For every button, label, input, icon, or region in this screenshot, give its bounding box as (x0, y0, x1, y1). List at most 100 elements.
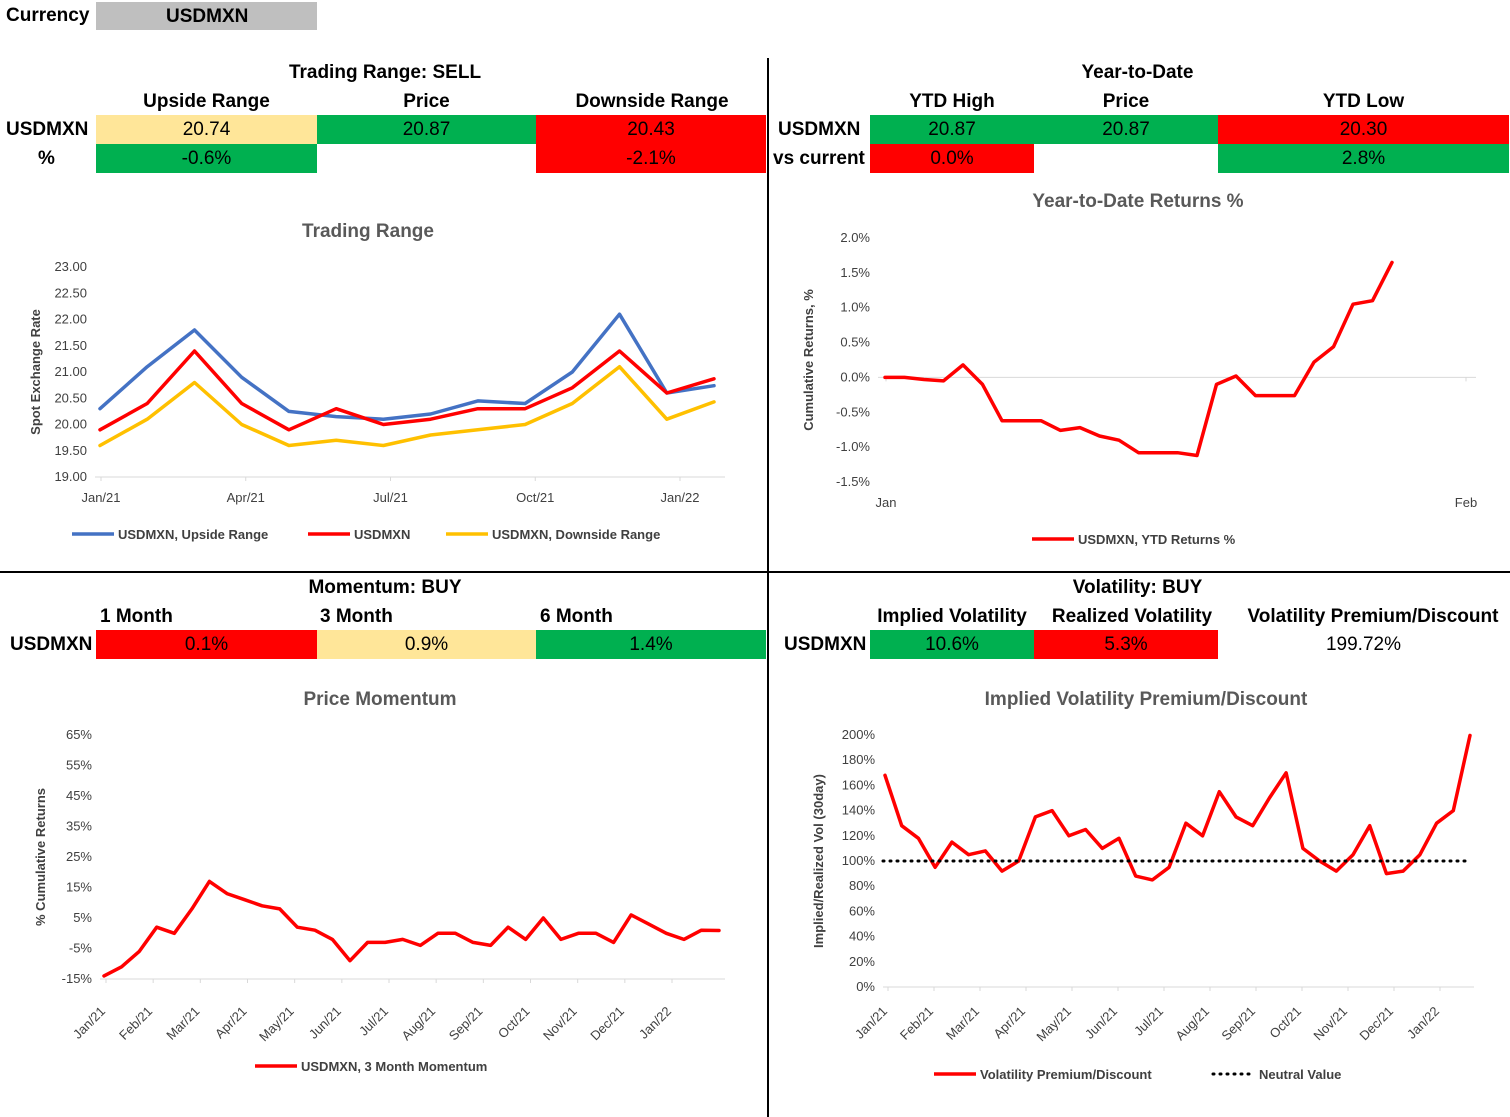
y-tick-label: 55% (66, 758, 92, 773)
y-tick-label: 25% (66, 849, 92, 864)
momentum-title: Momentum: BUY (308, 577, 462, 598)
ytd-title: Year-to-Date (1081, 62, 1194, 83)
series-line-0 (883, 260, 1394, 458)
x-tick-label: Jul/21 (356, 1004, 391, 1039)
volatility-header-implied: Implied Volatility (877, 606, 1027, 627)
x-tick-label: Jan/21 (70, 1004, 108, 1042)
legend-label: USDMXN, Upside Range (118, 527, 268, 542)
y-tick-label: -15% (62, 971, 93, 986)
x-tick-label: Jul/21 (373, 490, 408, 505)
x-tick-label: Jan/22 (636, 1004, 674, 1042)
x-tick-label: Sep/21 (1218, 1004, 1258, 1044)
y-tick-label: 60% (849, 903, 875, 918)
y-axis-label: Cumulative Returns, % (801, 289, 816, 431)
y-tick-label: 140% (842, 803, 876, 818)
y-tick-label: 1.0% (840, 300, 870, 315)
y-tick-label: 20.50 (54, 390, 87, 405)
legend-label: Volatility Premium/Discount (980, 1067, 1152, 1082)
trading-price-value: 20.87 (317, 115, 536, 144)
ytd-header-price: Price (1102, 91, 1150, 112)
momentum-header-6m: 6 Month (540, 606, 613, 627)
x-tick-label: Feb/21 (897, 1004, 936, 1043)
x-tick-label: Jul/21 (1131, 1004, 1166, 1039)
momentum-3m-value: 0.9% (317, 630, 536, 659)
x-tick-label: Jan/22 (660, 490, 699, 505)
trading-downside-pct: -2.1% (536, 144, 766, 173)
trading-range-chart: Trading Range 19.00 19.50 20.00 20.50 21.00 21… (28, 221, 725, 542)
y-tick-label: 80% (849, 878, 875, 893)
series-line-0 (98, 312, 716, 421)
y-axis-label: Spot Exchange Rate (28, 309, 43, 435)
x-tick-label: Aug/21 (1172, 1004, 1212, 1044)
y-tick-label: -1.0% (836, 439, 870, 454)
x-tick-label: Feb (1455, 495, 1477, 510)
y-tick-label: 22.50 (54, 285, 87, 300)
x-tick-label: Dec/21 (1356, 1004, 1396, 1044)
y-tick-label: 1.5% (840, 265, 870, 280)
trading-header-downside: Downside Range (575, 91, 729, 112)
price-momentum-chart: Price Momentum -15% -5% 5% 15% 25% 35% 45% 55% 65… (33, 689, 725, 1074)
x-tick-label: May/21 (1033, 1004, 1074, 1045)
x-tick-label: Jun/21 (1082, 1004, 1120, 1042)
series-line-1 (98, 349, 716, 432)
y-tick-label: 22.00 (54, 312, 87, 327)
legend-label: USDMXN, YTD Returns % (1078, 532, 1236, 547)
momentum-header-3m: 3 Month (320, 606, 393, 627)
x-tick-label: Jan/21 (852, 1004, 890, 1042)
volatility-realized-value: 5.3% (1034, 630, 1218, 659)
x-tick-label: Nov/21 (1310, 1004, 1350, 1044)
ytd-header-low: YTD Low (1322, 91, 1405, 112)
volatility-implied-value: 10.6% (870, 630, 1034, 659)
chart-title: Year-to-Date Returns % (1032, 191, 1243, 212)
momentum-header-1m: 1 Month (100, 606, 173, 627)
y-tick-label: 65% (66, 727, 92, 742)
series-line-0 (883, 733, 1472, 882)
momentum-6m-value: 1.4% (536, 630, 766, 659)
x-tick-label: Dec/21 (587, 1004, 627, 1044)
x-tick-label: Jan/21 (81, 490, 120, 505)
y-tick-label: 5% (73, 910, 92, 925)
y-tick-label: 19.50 (54, 443, 87, 458)
x-tick-label: Oct/21 (495, 1004, 533, 1042)
chart-title: Implied Volatility Premium/Discount (985, 689, 1308, 710)
y-tick-label: 35% (66, 819, 92, 834)
y-tick-label: 15% (66, 880, 92, 895)
x-tick-label: Nov/21 (540, 1004, 580, 1044)
chart-title: Price Momentum (303, 689, 456, 710)
x-tick-label: Apr/21 (212, 1004, 250, 1042)
x-tick-label: Apr/21 (227, 490, 265, 505)
y-tick-label: 21.50 (54, 338, 87, 353)
x-tick-label: Jan/22 (1404, 1004, 1442, 1042)
volatility-row1-label: USDMXN (784, 634, 867, 655)
x-tick-label: Mar/21 (163, 1004, 202, 1043)
ytd-high-pct: 0.0% (870, 144, 1034, 173)
series-line-2 (98, 364, 716, 448)
x-tick-label: Sep/21 (446, 1004, 486, 1044)
x-tick-label: Jun/21 (306, 1004, 344, 1042)
ytd-row1-label: USDMXN (778, 119, 861, 140)
trading-upside-value: 20.74 (96, 115, 317, 144)
momentum-row1-label: USDMXN (10, 634, 93, 655)
trading-title: Trading Range: SELL (288, 62, 482, 83)
x-tick-label: Aug/21 (399, 1004, 439, 1044)
ytd-low-value: 20.30 (1218, 115, 1509, 144)
horizontal-divider (0, 571, 1510, 573)
y-axis-label: Implied/Realized Vol (30day) (811, 774, 826, 948)
trading-upside-pct: -0.6% (96, 144, 317, 173)
ytd-low-pct: 2.8% (1218, 144, 1509, 173)
y-tick-label: 19.00 (54, 469, 87, 484)
trading-header-price: Price (403, 91, 450, 112)
y-tick-label: 21.00 (54, 364, 87, 379)
y-tick-label: 2.0% (840, 230, 870, 245)
vertical-divider (767, 58, 769, 1117)
y-tick-label: 20.00 (54, 417, 87, 432)
volatility-premium-value: 199.72% (1325, 634, 1401, 655)
trading-price-pct (317, 144, 536, 173)
y-tick-label: 23.00 (54, 259, 87, 274)
y-tick-label: 0% (856, 979, 875, 994)
legend-label: USDMXN (354, 527, 410, 542)
x-tick-label: Oct/21 (516, 490, 554, 505)
currency-value-box[interactable]: USDMXN (96, 2, 317, 30)
currency-label: Currency (6, 5, 90, 26)
y-tick-label: 20% (849, 954, 875, 969)
